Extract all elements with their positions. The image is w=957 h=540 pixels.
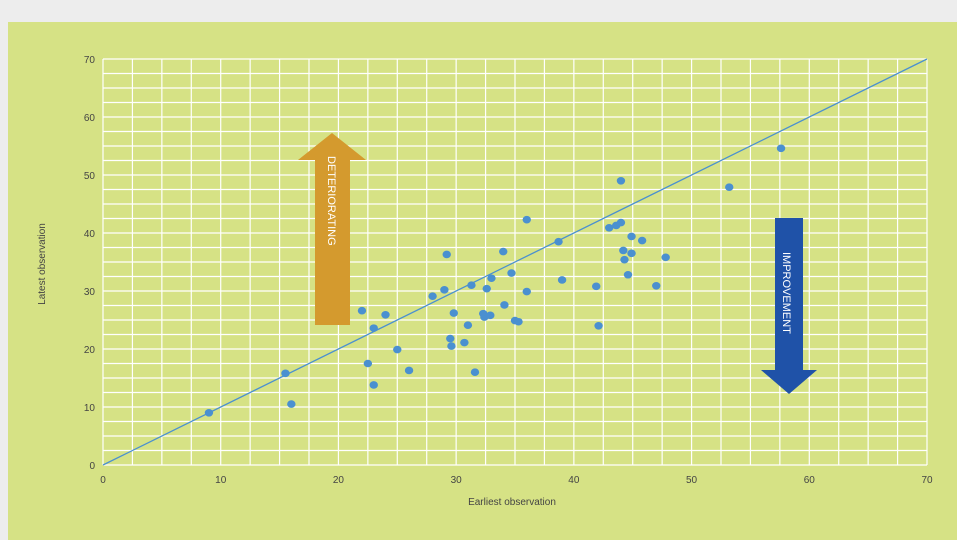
scatter-chart: DETERIORATING IMPROVEMENT 0 10 20 30 40 50 60 7… [37,55,933,508]
reference-diagonal-layer [102,58,928,466]
y-tick-label: 30 [84,287,96,298]
data-point [776,144,786,153]
data-point [554,237,563,246]
data-point [522,215,531,224]
data-point [623,270,633,279]
y-tick-label: 20 [84,345,96,356]
tick-labels: 0 10 20 30 40 50 60 70 0 10 20 30 40 50 60 70 [84,55,933,486]
data-point [616,218,626,227]
y-tick-label: 50 [84,171,96,182]
deteriorating-label: DETERIORATING [325,156,337,246]
y-tick-label: 10 [84,403,96,414]
data-point [440,286,449,294]
data-point [460,338,469,347]
data-point [428,292,437,301]
reference-diagonal-line [102,58,928,466]
x-tick-label: 0 [100,475,106,486]
data-point [463,321,473,330]
data-point [357,306,367,315]
data-point [369,381,378,389]
data-point [499,247,508,256]
deteriorating-arrow-shape [298,133,366,325]
data-point [287,400,296,408]
data-point [447,342,456,350]
data-point [442,250,451,259]
data-point [507,269,516,277]
improvement-arrow: IMPROVEMENT [761,218,817,394]
data-point [594,322,603,330]
data-point [522,287,531,296]
x-tick-label: 40 [568,475,580,486]
data-point [446,334,455,343]
y-axis-title: Latest observation [37,223,48,305]
data-point [661,253,670,262]
data-point [637,236,647,245]
x-tick-label: 30 [451,475,463,486]
data-point [486,311,495,320]
y-tick-label: 40 [84,229,96,240]
data-point [627,232,636,241]
data-point [204,409,214,417]
data-point [369,324,378,332]
deteriorating-arrow: DETERIORATING [298,133,366,325]
data-point [393,345,402,354]
data-point [557,276,567,284]
data-point [619,246,628,255]
x-axis-title: Earliest observation [468,497,556,508]
data-point [449,309,458,317]
chart-panel: DETERIORATING IMPROVEMENT 0 10 20 30 40 50 60 7… [8,22,957,540]
x-tick-label: 20 [333,475,345,486]
improvement-label: IMPROVEMENT [780,252,792,334]
y-tick-label: 60 [84,113,96,124]
data-point [627,249,636,258]
y-tick-label: 70 [84,55,96,66]
data-point [500,301,509,309]
data-point [470,368,480,377]
data-point [404,366,414,375]
data-point [482,284,491,293]
data-point [604,223,614,232]
data-point [363,359,373,368]
data-point [620,255,629,264]
data-point [487,274,496,283]
x-tick-label: 50 [686,475,698,486]
data-point [592,282,601,291]
data-points [204,144,786,417]
improvement-arrow-shape [761,218,817,394]
y-tick-label: 0 [89,461,95,472]
x-tick-label: 10 [215,475,227,486]
data-point [616,177,626,185]
data-point [514,317,523,326]
data-point [281,369,290,378]
data-point [381,310,390,319]
x-tick-label: 60 [804,475,816,486]
x-tick-label: 70 [921,475,933,486]
data-point [725,183,734,191]
data-point [652,281,661,290]
data-point [467,281,476,290]
